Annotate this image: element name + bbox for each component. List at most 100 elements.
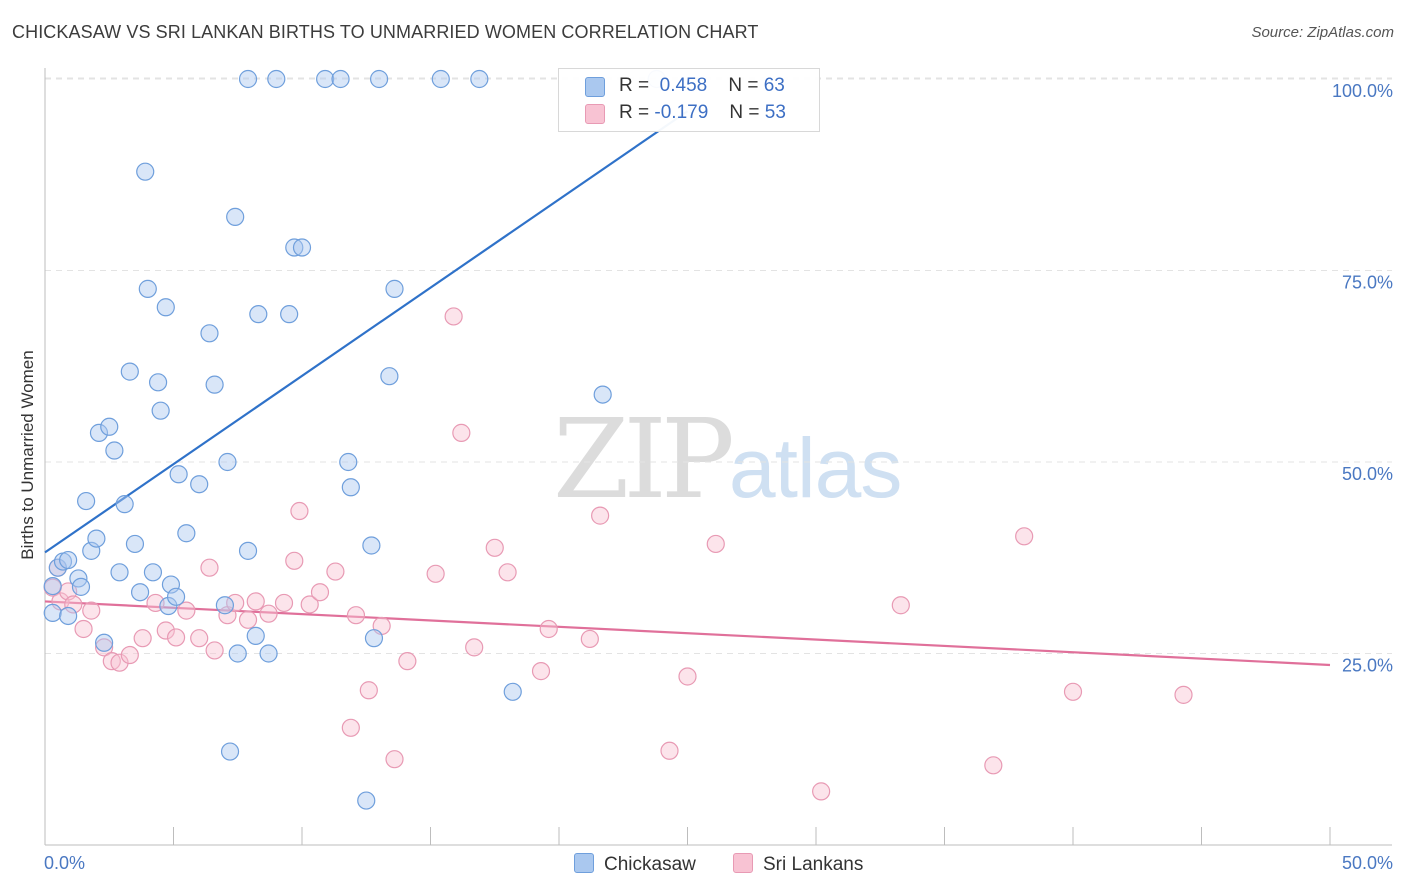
chickasaw-legend-label: Chickasaw	[604, 854, 696, 875]
srilankan-point	[200, 558, 219, 577]
legend-chickasaw-text: R = 0.458 N = 63	[619, 75, 785, 97]
chickasaw-point	[280, 305, 299, 324]
chickasaw-point	[71, 577, 91, 596]
chickasaw-point	[136, 162, 155, 181]
srilankan-point	[64, 595, 83, 614]
chickasaw-point	[148, 373, 168, 392]
srilankan-point	[359, 681, 378, 700]
chickasaw-point	[226, 207, 245, 226]
chickasaw-points	[43, 69, 666, 810]
watermark-zip: ZIP	[553, 395, 735, 523]
chickasaw-point	[130, 583, 150, 602]
srilankan-point	[74, 619, 93, 639]
srilankan-point	[95, 638, 114, 657]
chickasaw-point	[200, 324, 219, 343]
chickasaw-point	[362, 536, 381, 555]
srilankan-point	[259, 604, 278, 623]
chickasaw-point	[292, 238, 312, 257]
chickasaw-swatch	[585, 77, 605, 97]
chickasaw-point	[385, 279, 404, 298]
chickasaw-point	[370, 69, 389, 89]
chickasaw-point	[59, 550, 78, 570]
srilankan-point	[238, 610, 258, 629]
srilankan-point	[485, 538, 504, 557]
srilankan-point	[205, 641, 224, 660]
srilankan-point	[1015, 527, 1034, 546]
chickasaw-point	[220, 742, 240, 761]
legend-srilankan-text: R = -0.179 N = 53	[619, 102, 786, 124]
chickasaw-point	[316, 69, 335, 89]
srilankan-point	[120, 645, 139, 665]
chickasaw-point	[341, 478, 360, 497]
n-label: N =	[729, 102, 760, 123]
chickasaw-point	[43, 603, 62, 623]
srilankan-legend-label: Sri Lankans	[763, 854, 864, 875]
srilankan-point	[310, 583, 330, 602]
srilankan-point	[1063, 682, 1083, 701]
chickasaw-point	[77, 491, 96, 511]
x-tick-label-max: 50.0%	[1342, 853, 1393, 873]
chickasaw-point	[110, 563, 129, 582]
tick-labels: 25.0% 50.0% 75.0% 100.0% 0.0% 50.0%	[44, 81, 1393, 873]
chickasaw-point	[267, 69, 286, 89]
srilankan-point	[531, 662, 551, 681]
chickasaw-point	[238, 541, 258, 560]
chickasaw-r-value: 0.458	[659, 75, 708, 96]
srilankan-point	[498, 563, 517, 582]
chickasaw-point	[159, 596, 178, 616]
trend-lines	[44, 110, 1331, 667]
srilankan-point	[133, 629, 152, 648]
srilankan-point	[1174, 685, 1193, 704]
chickasaw-point	[228, 644, 247, 663]
srilankan-point	[285, 551, 304, 570]
srilankan-point	[82, 601, 101, 620]
srilankan-point	[398, 652, 417, 671]
srilankan-trend-line	[44, 600, 1331, 667]
chickasaw-point	[95, 633, 114, 652]
y-axis-label: Births to Unmarried Women	[18, 350, 37, 560]
srilankan-point	[346, 606, 366, 625]
srilankan-point	[190, 629, 209, 648]
srilankan-point	[706, 534, 725, 554]
chickasaw-point	[115, 495, 134, 514]
chickasaw-point	[238, 69, 258, 89]
chickasaw-point	[125, 534, 145, 554]
srilankan-point	[177, 601, 196, 620]
chickasaw-point	[218, 452, 237, 472]
chickasaw-point	[246, 626, 265, 645]
srilankan-point	[984, 756, 1003, 775]
srilankan-points	[43, 307, 1193, 801]
chickasaw-point	[87, 529, 106, 548]
chart-title: CHICKASAW VS SRI LANKAN BIRTHS TO UNMARR…	[12, 22, 759, 42]
x-tick-label-min: 0.0%	[44, 853, 85, 873]
chickasaw-point	[339, 452, 358, 472]
srilankan-point	[290, 501, 309, 521]
srilankan-legend-swatch	[733, 853, 753, 873]
chickasaw-point	[364, 629, 384, 648]
srilankan-point	[274, 593, 294, 613]
r-label: R =	[619, 75, 650, 96]
y-tick-label: 75.0%	[1342, 273, 1393, 293]
y-tick-label: 25.0%	[1342, 656, 1393, 676]
chickasaw-point	[190, 475, 209, 494]
srilankan-r-value: -0.179	[654, 102, 709, 123]
srilankan-point	[678, 667, 697, 686]
srilankan-point	[580, 629, 599, 649]
chickasaw-point	[138, 279, 157, 298]
srilankan-point	[660, 741, 679, 760]
srilankan-n-value: 53	[764, 102, 786, 123]
chickasaw-point	[169, 465, 188, 484]
correlation-legend: R = 0.458 N = 63 R = -0.179 N = 53	[558, 68, 820, 132]
srilankan-point	[452, 423, 471, 442]
chickasaw-point	[357, 791, 376, 810]
chickasaw-point	[151, 401, 170, 420]
y-tick-label: 100.0%	[1332, 81, 1393, 101]
chickasaw-legend-swatch	[574, 853, 594, 873]
bottom-legend-srilankan: Sri Lankans	[733, 853, 863, 876]
srilankan-point	[300, 595, 319, 614]
chickasaw-point	[205, 375, 224, 394]
y-tick-label: 50.0%	[1342, 464, 1393, 484]
grid-lines	[45, 77, 1392, 654]
r-label: R =	[619, 102, 650, 123]
srilankan-point	[341, 718, 360, 737]
